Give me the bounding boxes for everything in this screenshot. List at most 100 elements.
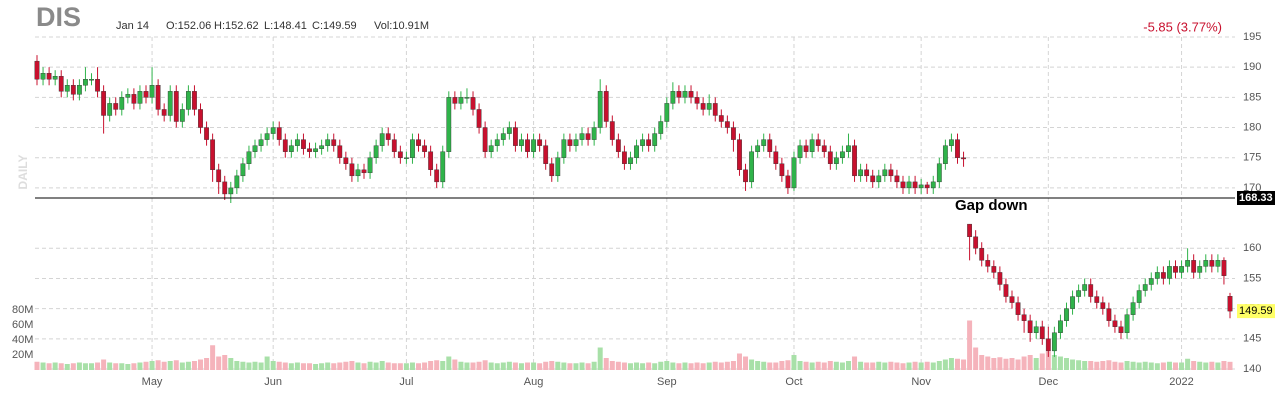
candle-body [640,139,645,146]
candle-body [349,163,355,177]
candle-body [58,76,64,92]
candle-body [361,169,367,174]
volume-bar [428,361,434,370]
candle-body [119,97,125,110]
candle-body [815,139,821,146]
candle-body [500,133,506,140]
volume-bar [82,363,88,370]
volume-bar [185,361,191,370]
x-tick-label: Aug [524,376,544,388]
candle-body [882,169,888,177]
volume-tick-label: 60M [12,319,33,331]
volume-bar [1045,351,1051,370]
volume-bar [906,362,912,370]
candle-body [282,139,288,152]
volume-bar [627,363,633,370]
candle-body [301,139,306,149]
candle-body [1094,296,1100,303]
annotation: Gap down [955,197,1028,214]
candle-body [846,145,851,152]
volume-bar [954,358,960,370]
y-axis-label: DAILY [16,155,30,190]
volume-bar [1124,361,1130,370]
candle-body [173,91,179,122]
volume-tick-label: 40M [12,334,33,346]
volume-bar [1227,361,1233,370]
candle-body [979,248,985,261]
volume-bar [52,362,58,370]
volume-bar [464,362,470,370]
candle-body [64,85,70,92]
candle-body [95,79,100,92]
candle-body [646,139,652,146]
candle-body [567,139,573,146]
volume-tick-label: 80M [12,304,33,316]
date-label: Jan 14 [116,20,149,32]
candle-body [791,157,797,189]
candle-body [367,157,373,174]
volume-bar [718,362,724,370]
candle-body [397,151,403,158]
y-tick-label: 140 [1243,363,1261,375]
volume-bar [319,363,325,370]
volume-bar [676,363,682,370]
candle-body [767,139,773,152]
volume-bar [803,361,809,370]
candle-body [749,151,754,183]
candle-body [319,145,325,149]
volume-bar [1076,360,1082,370]
volume-bar [797,361,803,370]
volume-bar [694,362,700,370]
candle-body [900,181,906,189]
volume-bar [1039,353,1045,370]
y-tick-label: 145 [1243,333,1261,345]
volume-bar [313,364,319,370]
y-tick-label: 155 [1243,272,1261,284]
volume-bar [70,363,76,370]
volume-bar [1106,360,1112,370]
candle-body [264,133,270,140]
candle-body [676,91,682,98]
candle-body [694,97,700,104]
volume-bar [1112,361,1118,370]
candle-body [482,127,488,152]
candle-body [743,169,748,183]
volume-bar [506,361,512,370]
volume-bar [858,361,864,370]
candle-body [561,139,567,158]
volume-bar [646,362,652,370]
volume-bar [300,363,306,370]
candle-body [1130,302,1136,315]
x-tick-label: Jun [264,376,282,388]
x-tick-label: Oct [785,376,802,388]
candle-body [1215,260,1221,267]
candle-body [603,91,609,122]
volume-bar [222,355,228,370]
candle-body [494,139,500,146]
volume-bar [791,355,797,370]
candle-body [543,145,549,164]
candle-body [295,139,300,146]
volume-bar [1185,358,1191,370]
volume-bar [458,361,464,370]
volume-bar [1221,361,1227,370]
candle-body [585,133,591,140]
volume-bar [95,362,101,370]
volume-bar [973,347,979,370]
candle-body [1227,296,1233,312]
volume-bar [1172,362,1178,370]
volume-bar [852,356,858,370]
last-price-badge [1237,304,1275,319]
candle-body [70,85,76,95]
volume-bar [155,360,161,370]
volume-bar [755,361,761,370]
candle-body [525,139,530,152]
volume-bar [307,363,313,370]
candle-body [1185,260,1191,267]
candle-body [1076,290,1082,297]
volume-bar [1154,363,1160,370]
candle-body [476,109,482,128]
volume-bar [942,359,948,370]
reference-badge [1237,190,1275,205]
